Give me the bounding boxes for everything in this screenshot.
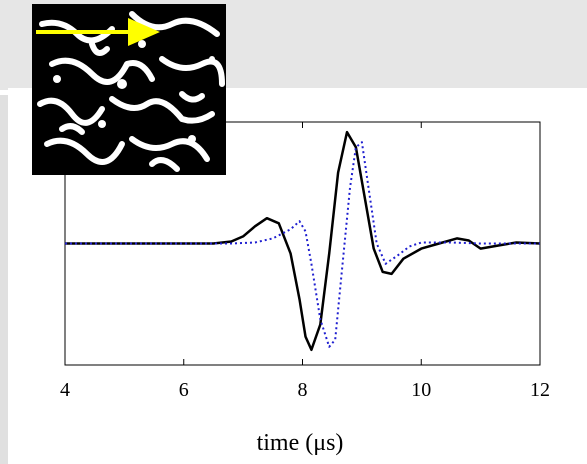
x-tick-label: 4	[60, 379, 70, 401]
microstructure-image	[32, 4, 226, 175]
x-tick-label: 10	[411, 379, 431, 401]
series-layer	[65, 130, 541, 352]
x-axis-title: time (μs)	[257, 430, 344, 456]
microstructure-inset	[32, 4, 226, 175]
series-line-solid	[65, 130, 541, 352]
propagation-arrow	[36, 18, 160, 46]
x-tick-label: 6	[179, 379, 189, 401]
x-tick-label: 12	[530, 379, 550, 401]
x-tick-label: 8	[298, 379, 308, 401]
